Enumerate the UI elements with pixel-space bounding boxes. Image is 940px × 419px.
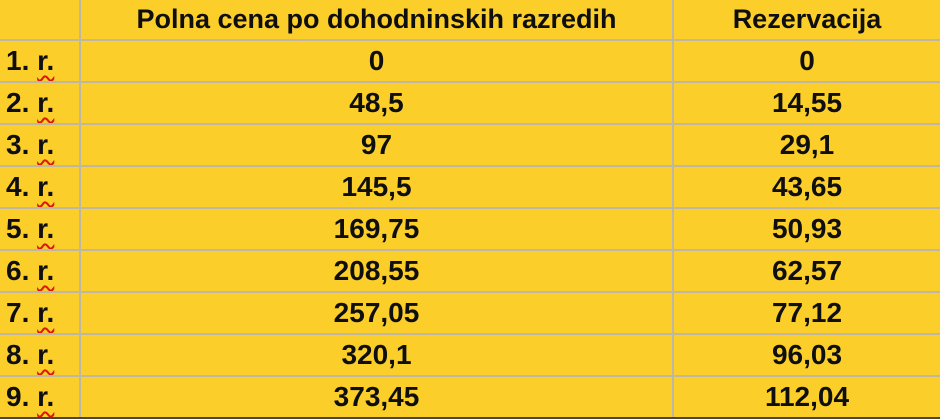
polna-cena-cell[interactable]: 0 [79, 39, 674, 83]
table-row: 3. r. 97 29,1 [0, 123, 940, 167]
table-row: 8. r. 320,1 96,03 [0, 333, 940, 377]
table-row: 6. r. 208,55 62,57 [0, 249, 940, 293]
rezervacija-cell[interactable]: 96,03 [672, 333, 940, 377]
table-row: 4. r. 145,5 43,65 [0, 165, 940, 209]
polna-cena-cell[interactable]: 257,05 [79, 291, 674, 335]
row-number: 1. [6, 45, 30, 76]
rezervacija-cell[interactable]: 43,65 [672, 165, 940, 209]
header-cell-polna-cena[interactable]: Polna cena po dohodninskih razredih [79, 0, 674, 41]
polna-cena-cell[interactable]: 169,75 [79, 207, 674, 251]
row-word: r. [37, 297, 55, 328]
rezervacija-cell[interactable]: 0 [672, 39, 940, 83]
row-number: 5. [6, 213, 30, 244]
table-row: 2. r. 48,5 14,55 [0, 81, 940, 125]
row-word: r. [37, 171, 55, 202]
row-word: r. [37, 339, 55, 370]
header-cell-empty[interactable] [0, 0, 81, 41]
row-word: r. [37, 129, 55, 160]
row-number: 4. [6, 171, 30, 202]
rezervacija-cell[interactable]: 14,55 [672, 81, 940, 125]
table-row: 5. r. 169,75 50,93 [0, 207, 940, 251]
row-word: r. [37, 213, 55, 244]
row-word: r. [37, 87, 55, 118]
polna-cena-cell[interactable]: 48,5 [79, 81, 674, 125]
row-number: 2. [6, 87, 30, 118]
polna-cena-cell[interactable]: 373,45 [79, 375, 674, 419]
header-cell-rezervacija[interactable]: Rezervacija [672, 0, 940, 41]
row-number: 9. [6, 380, 30, 412]
header-row: Polna cena po dohodninskih razredih Reze… [0, 0, 940, 41]
row-label-cell[interactable]: 3. r. [0, 123, 81, 167]
row-word: r. [37, 45, 55, 76]
polna-cena-cell[interactable]: 208,55 [79, 249, 674, 293]
row-label-cell[interactable]: 7. r. [0, 291, 81, 335]
polna-cena-cell[interactable]: 145,5 [79, 165, 674, 209]
table-row: 1. r. 0 0 [0, 39, 940, 83]
rezervacija-cell[interactable]: 50,93 [672, 207, 940, 251]
table-row: 9. r. 373,45 112,04 [0, 375, 940, 419]
row-label-cell[interactable]: 8. r. [0, 333, 81, 377]
row-number: 3. [6, 129, 30, 160]
rezervacija-cell[interactable]: 29,1 [672, 123, 940, 167]
row-number: 7. [6, 297, 30, 328]
row-label-cell[interactable]: 9. r. [0, 375, 81, 419]
row-label-cell[interactable]: 4. r. [0, 165, 81, 209]
table-row: 7. r. 257,05 77,12 [0, 291, 940, 335]
rezervacija-cell[interactable]: 112,04 [672, 375, 940, 419]
row-label-cell[interactable]: 5. r. [0, 207, 81, 251]
polna-cena-cell[interactable]: 320,1 [79, 333, 674, 377]
row-label-cell[interactable]: 6. r. [0, 249, 81, 293]
row-number: 8. [6, 339, 30, 370]
row-label-cell[interactable]: 2. r. [0, 81, 81, 125]
row-label-cell[interactable]: 1. r. [0, 39, 81, 83]
polna-cena-cell[interactable]: 97 [79, 123, 674, 167]
row-word: r. [37, 380, 55, 412]
rezervacija-cell[interactable]: 77,12 [672, 291, 940, 335]
row-word: r. [37, 255, 55, 286]
row-number: 6. [6, 255, 30, 286]
rezervacija-cell[interactable]: 62,57 [672, 249, 940, 293]
